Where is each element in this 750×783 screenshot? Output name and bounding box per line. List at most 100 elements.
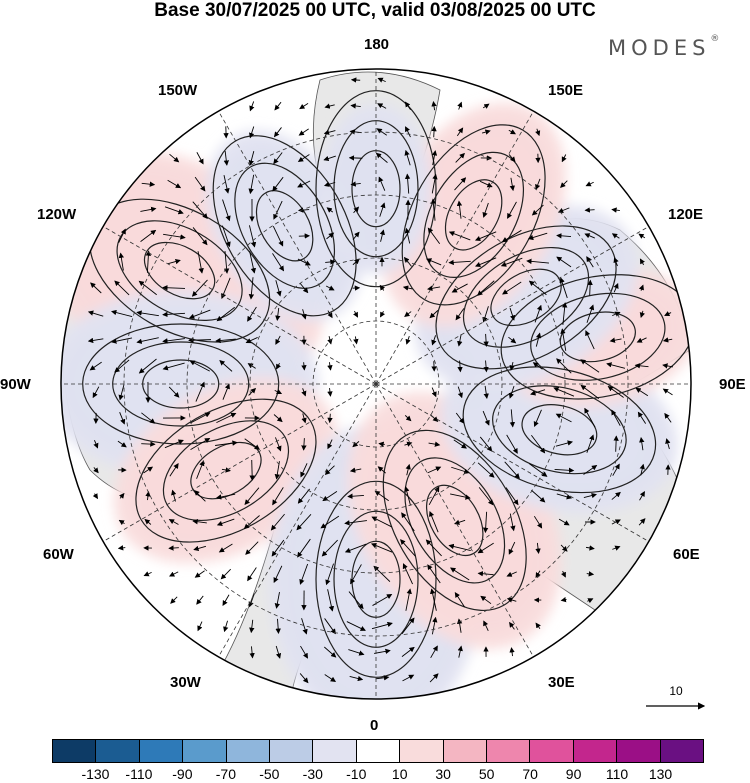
meridian-line — [375, 226, 649, 385]
wind-vector-arrow — [347, 493, 364, 499]
wind-vector-arrow — [162, 285, 186, 291]
wind-vector-arrow — [560, 596, 567, 603]
wind-vector-arrow — [194, 570, 205, 578]
colorbar-segment — [617, 740, 661, 762]
wind-vector-arrow — [167, 258, 181, 265]
wind-vector-arrow — [118, 228, 126, 243]
wind-vector-arrow — [507, 201, 517, 219]
wind-vector-arrow — [431, 387, 437, 398]
wind-vector-arrow — [327, 310, 333, 319]
wind-vector-arrow — [143, 571, 152, 577]
wind-vector-arrow — [429, 673, 439, 683]
wind-vector-arrow — [145, 491, 151, 501]
wind-vector-arrow — [323, 155, 336, 162]
lon-label-0: 0 — [370, 717, 379, 734]
wind-vector-arrow — [402, 563, 413, 585]
wind-vector-arrow — [535, 332, 542, 347]
wind-vector-arrow — [194, 176, 206, 192]
wind-vector-arrow — [587, 598, 594, 604]
wind-vector-arrow — [456, 200, 463, 219]
wind-vector-arrow — [504, 461, 520, 479]
wind-vector-arrow — [89, 361, 102, 371]
wind-vector-arrow — [275, 437, 282, 452]
wind-vector-arrow — [247, 567, 257, 582]
wind-vector-arrow — [457, 334, 463, 347]
wind-vector-arrow — [169, 571, 179, 577]
wind-vector-arrow — [428, 441, 441, 447]
wind-vector-arrow — [248, 277, 255, 300]
wind-vector-arrow — [249, 251, 257, 274]
wind-vector-arrow — [531, 204, 544, 216]
wind-vector-arrow — [297, 180, 311, 188]
wind-vector-arrow — [325, 285, 335, 291]
wind-vector-arrow — [301, 413, 307, 424]
wind-vector-arrow — [270, 513, 285, 531]
wind-vector-arrow — [451, 466, 470, 474]
wind-vector-arrow — [322, 491, 338, 502]
wind-vector-arrow — [298, 128, 309, 136]
wind-vector-arrow — [528, 463, 548, 477]
wind-vector-arrow — [326, 232, 335, 240]
wind-vector-arrow — [118, 384, 125, 401]
wind-vector-arrow — [299, 673, 309, 684]
wind-vector-arrow — [405, 126, 411, 138]
wind-vector-arrow — [534, 304, 542, 323]
wind-vector-arrow — [275, 335, 281, 345]
wind-vector-arrow — [195, 381, 205, 402]
wind-vector-arrow — [327, 336, 333, 345]
wind-vector-arrow — [162, 362, 185, 371]
wind-vector-arrow — [163, 233, 186, 240]
wind-vector-arrow — [559, 277, 568, 299]
wind-vector-arrow — [427, 285, 441, 291]
wind-vector-arrow — [535, 570, 541, 579]
wind-vector-arrow — [114, 280, 130, 296]
wind-vector-arrow — [560, 180, 568, 188]
wind-vector-arrow — [222, 225, 231, 248]
colorbar-segment — [96, 740, 140, 762]
wind-vector-arrow — [223, 251, 230, 274]
wind-vector-arrow — [297, 258, 311, 266]
wind-vector-arrow — [373, 565, 391, 582]
wind-vector-arrow — [249, 101, 255, 112]
streamline-contour — [435, 225, 617, 370]
wind-vector-arrow — [272, 487, 284, 506]
wind-vector-arrow — [583, 465, 598, 475]
wind-vector-arrow — [301, 309, 307, 320]
colorbar-tick-label: 10 — [391, 766, 408, 782]
wind-vector-arrow — [248, 174, 255, 195]
colorbar-segment — [487, 740, 531, 762]
wind-vector-arrow — [530, 389, 546, 396]
wind-vector-arrow — [404, 101, 411, 110]
wind-vector-arrow — [561, 154, 567, 163]
wind-vector-arrow — [509, 513, 516, 532]
wind-vector-arrow — [535, 128, 541, 137]
colorbar-tick-label: -70 — [215, 766, 236, 782]
wind-vector-arrow — [215, 440, 238, 446]
wind-vector-arrow — [404, 227, 411, 244]
streamline-contour — [500, 274, 691, 400]
wind-vector-arrow — [509, 621, 515, 630]
wind-vector-arrow — [500, 257, 523, 267]
wind-vector-arrow — [327, 413, 333, 424]
wind-vector-arrow — [136, 310, 159, 317]
wind-vector-arrow — [375, 675, 390, 681]
wind-vector-arrow — [249, 126, 255, 139]
colorbar-tick-label: 70 — [522, 766, 538, 782]
wind-vector-arrow — [638, 284, 644, 291]
wind-vector-arrow — [271, 539, 285, 557]
wind-vector-arrow — [456, 127, 464, 137]
wind-vector-arrow — [272, 253, 285, 272]
wind-vector-arrow — [639, 463, 645, 476]
wind-vector-arrow — [448, 259, 471, 266]
wind-vector-arrow — [405, 588, 412, 611]
wind-vector-arrow — [244, 438, 261, 450]
wind-vector-arrow — [662, 363, 674, 369]
wind-vector-arrow — [374, 648, 391, 655]
wind-vector-arrow — [606, 362, 626, 369]
wind-vector-arrow — [87, 310, 104, 317]
wind-vector-arrow — [324, 103, 335, 109]
wind-vector-arrow — [508, 385, 515, 399]
wind-vector-arrow — [197, 251, 204, 274]
wind-vector-arrow — [349, 467, 362, 473]
wind-vector-arrow — [427, 564, 441, 584]
